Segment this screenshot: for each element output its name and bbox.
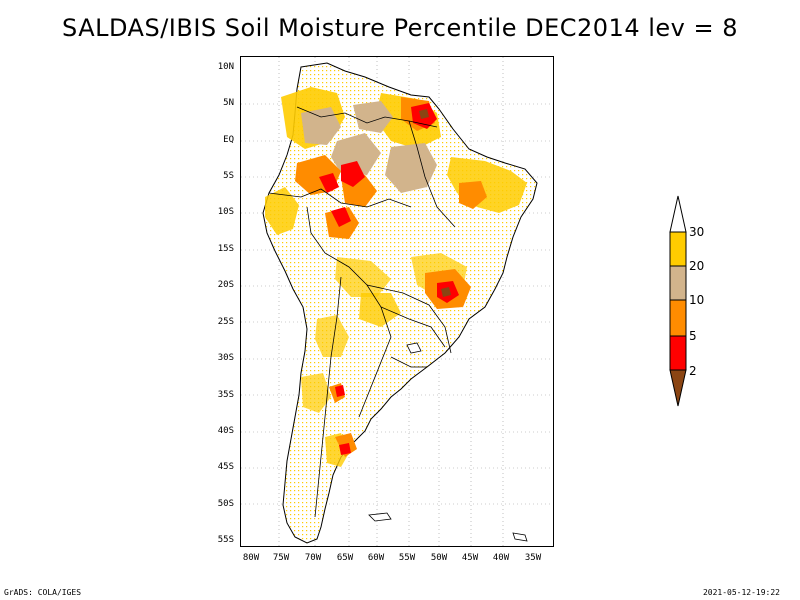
lat-label: 5N — [223, 98, 234, 108]
islands — [368, 342, 528, 542]
lon-label: 60W — [367, 553, 385, 563]
lon-label: 55W — [398, 553, 416, 563]
color-bar-5-10 — [669, 299, 687, 337]
lon-label: 40W — [492, 553, 510, 563]
lat-label: 50S — [217, 499, 234, 509]
lat-label: EQ — [223, 135, 234, 145]
lon-label: 80W — [242, 553, 260, 563]
color-bar-below-2 — [669, 369, 687, 407]
lon-label: 35W — [524, 553, 542, 563]
color-bar-2-5 — [669, 335, 687, 371]
legend-label: 2 — [689, 364, 697, 378]
lat-label: 55S — [217, 535, 234, 545]
color-bar — [669, 195, 687, 407]
lat-label: 20S — [217, 280, 234, 290]
lat-label: 25S — [217, 317, 234, 327]
lon-label: 75W — [272, 553, 290, 563]
map-frame — [240, 56, 554, 547]
lon-label: 65W — [336, 553, 354, 563]
lon-label: 50W — [430, 553, 448, 563]
color-bar-20-30 — [669, 231, 687, 267]
lon-label: 70W — [304, 553, 322, 563]
lat-label: 40S — [217, 426, 234, 436]
color-bar-10-20 — [669, 265, 687, 301]
lat-label: 5S — [223, 171, 234, 181]
footer-timestamp: 2021-05-12-19:22 — [702, 588, 780, 597]
legend-label: 30 — [689, 225, 705, 239]
legend-label: 10 — [689, 293, 705, 307]
map-title: SALDAS/IBIS Soil Moisture Percentile DEC… — [62, 14, 738, 42]
lat-label: 45S — [217, 462, 234, 472]
lat-label: 30S — [217, 353, 234, 363]
lat-label: 10N — [217, 62, 234, 72]
legend-label: 20 — [689, 259, 705, 273]
lat-label: 10S — [217, 207, 234, 217]
legend-label: 5 — [689, 329, 697, 343]
lon-label: 45W — [461, 553, 479, 563]
map-canvas — [241, 57, 553, 546]
lat-label: 15S — [217, 244, 234, 254]
lat-label: 35S — [217, 390, 234, 400]
color-bar-above-30 — [669, 195, 687, 233]
country-borders — [268, 106, 456, 518]
footer-credit: GrADS: COLA/IGES — [4, 588, 82, 597]
